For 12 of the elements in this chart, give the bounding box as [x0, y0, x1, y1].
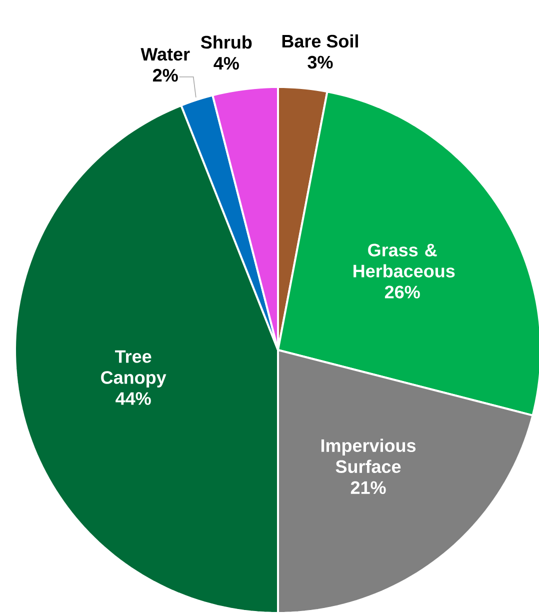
slice-label: Water — [140, 48, 190, 61]
slice-label: Impervious Surface — [321, 438, 416, 473]
data-label: 21% — [350, 481, 386, 494]
data-label: 3% — [308, 56, 333, 69]
slice-label: Grass & Herbaceous — [354, 244, 455, 278]
slice-label: Bare Soil — [282, 34, 358, 48]
data-label: 2% — [152, 68, 178, 82]
data-label: 4% — [214, 56, 239, 70]
data-label: 44% — [116, 392, 151, 405]
data-label: 26% — [384, 286, 420, 298]
slice-label: Tree Canopy — [101, 350, 166, 388]
slice-label: Shrub — [200, 35, 252, 49]
